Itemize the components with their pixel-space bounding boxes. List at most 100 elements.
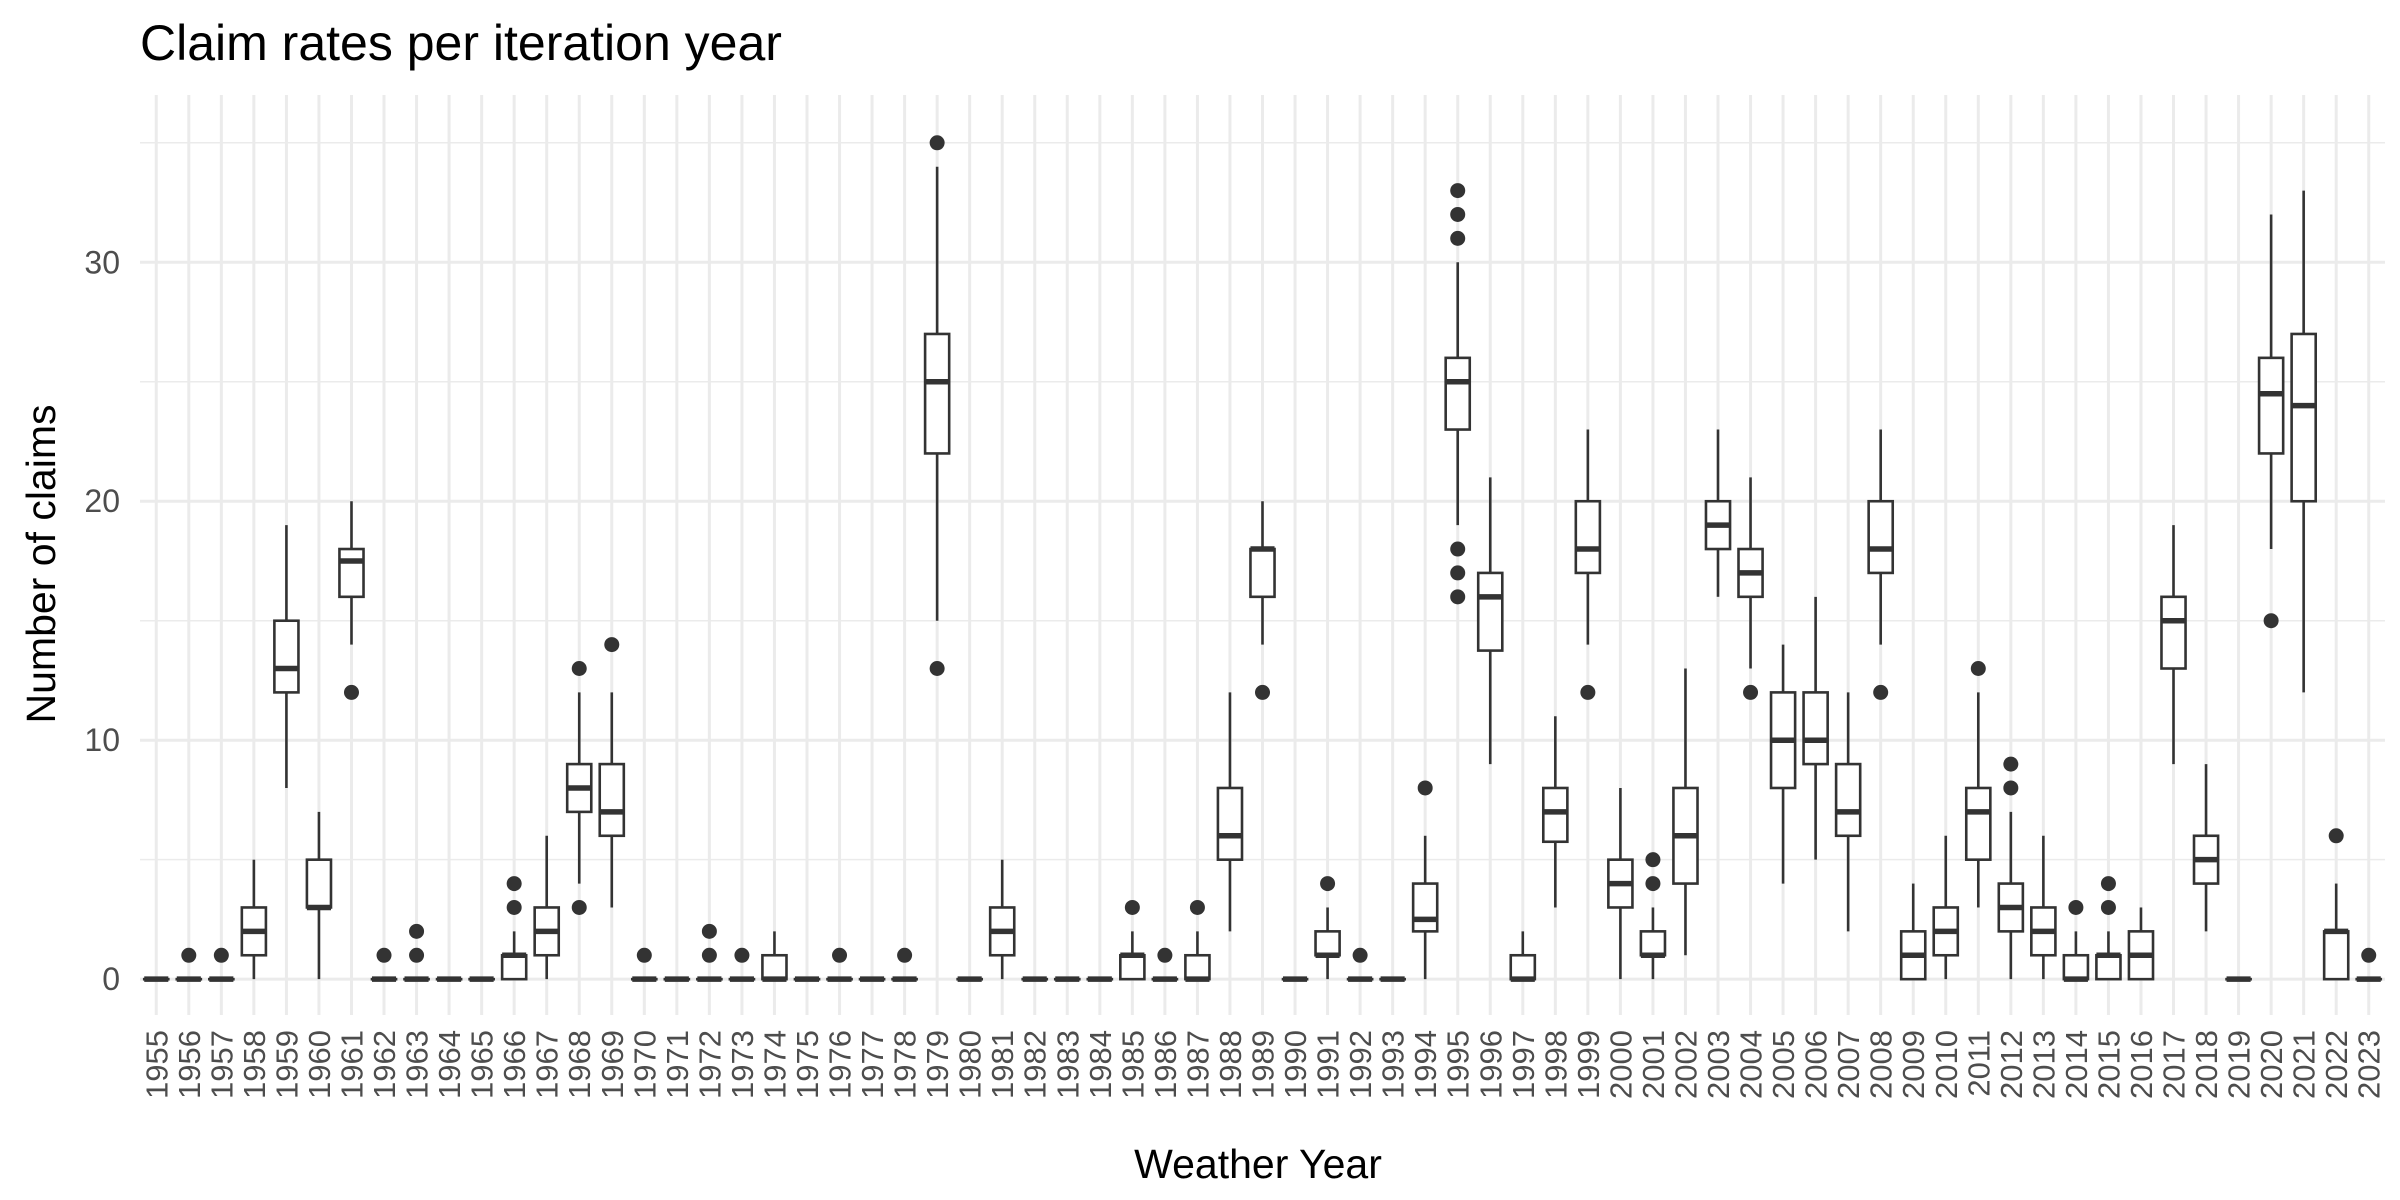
- box-1957: [208, 947, 235, 982]
- x-tick-label: 1955: [139, 1030, 174, 1099]
- outlier-point: [1124, 899, 1140, 915]
- box-iqr: [761, 953, 788, 981]
- x-tick-label: 2000: [1603, 1030, 1638, 1099]
- box-iqr: [1444, 356, 1472, 431]
- box-1958: [240, 859, 268, 980]
- x-tick-label: 1966: [497, 1030, 532, 1099]
- outlier-point: [1320, 876, 1336, 892]
- x-tick-label: 1957: [204, 1030, 239, 1099]
- x-tick-label: 1983: [1050, 1030, 1085, 1099]
- x-tick-label: 2014: [2059, 1030, 2094, 1099]
- x-tick-label: 1961: [334, 1030, 369, 1099]
- box-2015: [2095, 876, 2122, 981]
- box-2010: [1932, 835, 1960, 980]
- box-iqr: [1802, 691, 1829, 766]
- box-iqr: [2095, 953, 2122, 981]
- x-tick-label: 2002: [1668, 1030, 1703, 1099]
- y-axis-title: Number of claims: [18, 405, 64, 724]
- x-tick-label: 1972: [692, 1030, 727, 1099]
- box-2008: [1867, 429, 1895, 700]
- outlier-point: [897, 947, 913, 963]
- outlier-point: [604, 637, 620, 653]
- box-1985: [1119, 899, 1146, 981]
- box-iqr: [1476, 571, 1504, 652]
- box-iqr: [1639, 930, 1667, 957]
- chart-title: Claim rates per iteration year: [140, 15, 782, 71]
- x-tick-label: 2007: [1831, 1030, 1866, 1099]
- box-iqr: [1119, 953, 1146, 981]
- x-tick-label: 2006: [1799, 1030, 1834, 1099]
- outlier-point: [1645, 876, 1661, 892]
- box-iqr: [2062, 953, 2090, 981]
- box-2017: [2160, 525, 2187, 765]
- y-tick-label: 20: [84, 483, 120, 519]
- box-iqr: [1314, 930, 1341, 957]
- box-2009: [1899, 883, 1927, 981]
- box-1961: [338, 501, 365, 700]
- box-2014: [2062, 899, 2090, 982]
- y-axis-ticks: 0 10 20 30: [84, 244, 120, 997]
- x-tick-label: 1977: [855, 1030, 890, 1099]
- outlier-point: [571, 661, 587, 677]
- outlier-point: [2003, 756, 2019, 772]
- outlier-point: [1417, 780, 1433, 796]
- outlier-point: [1255, 684, 1270, 700]
- outlier-point: [832, 947, 848, 963]
- outlier-point: [1873, 684, 1889, 700]
- x-tick-label: 1985: [1115, 1030, 1150, 1099]
- outlier-point: [1352, 947, 1368, 963]
- x-tick-label: 1984: [1083, 1030, 1118, 1099]
- box-series: [142, 135, 2383, 982]
- outlier-point: [2263, 613, 2279, 629]
- box-iqr: [1541, 786, 1569, 844]
- box-iqr: [1574, 499, 1602, 575]
- x-tick-label: 1969: [595, 1030, 630, 1099]
- x-tick-label: 2003: [1701, 1030, 1736, 1099]
- outlier-point: [2361, 947, 2377, 963]
- box-iqr: [598, 762, 626, 838]
- outlier-point: [1743, 684, 1759, 700]
- x-tick-label: 1998: [1538, 1030, 1573, 1099]
- x-tick-label: 1981: [985, 1030, 1020, 1099]
- box-1959: [273, 525, 300, 788]
- box-2001: [1639, 852, 1667, 980]
- box-1962: [370, 947, 398, 982]
- x-tick-label: 2020: [2254, 1030, 2289, 1099]
- box-2018: [2192, 764, 2220, 932]
- x-tick-label: 2015: [2091, 1030, 2126, 1099]
- outlier-point: [409, 923, 425, 939]
- box-iqr: [1834, 762, 1862, 838]
- box-1997: [1509, 931, 1537, 982]
- x-tick-label: 2005: [1766, 1030, 1801, 1099]
- box-iqr: [1964, 786, 1992, 861]
- box-1972: [696, 923, 723, 982]
- x-tick-label: 2013: [2026, 1030, 2061, 1099]
- outlier-point: [2100, 899, 2116, 915]
- x-tick-label: 1976: [823, 1030, 858, 1099]
- box-1963: [403, 923, 430, 982]
- box-1979: [923, 135, 951, 677]
- box-1999: [1574, 429, 1602, 700]
- x-axis-title: Weather Year: [1134, 1141, 1382, 1187]
- box-iqr: [1249, 547, 1276, 599]
- outlier-point: [181, 947, 197, 963]
- box-1969: [598, 637, 626, 908]
- box-2006: [1802, 596, 1829, 860]
- x-tick-label: 2021: [2287, 1030, 2322, 1099]
- x-tick-label: 1988: [1213, 1030, 1248, 1099]
- box-iqr: [1184, 953, 1211, 981]
- outlier-point: [1450, 230, 1466, 246]
- x-tick-label: 1958: [237, 1030, 272, 1099]
- x-tick-label: 1956: [172, 1030, 207, 1099]
- box-iqr: [273, 619, 300, 694]
- outlier-point: [571, 899, 587, 915]
- x-tick-label: 1987: [1180, 1030, 1215, 1099]
- box-iqr: [305, 858, 333, 909]
- box-iqr: [2160, 595, 2187, 670]
- box-2021: [2290, 190, 2317, 693]
- box-2011: [1964, 661, 1992, 908]
- outlier-point: [1450, 589, 1466, 605]
- x-tick-label: 1968: [562, 1030, 597, 1099]
- outlier-point: [1450, 206, 1466, 222]
